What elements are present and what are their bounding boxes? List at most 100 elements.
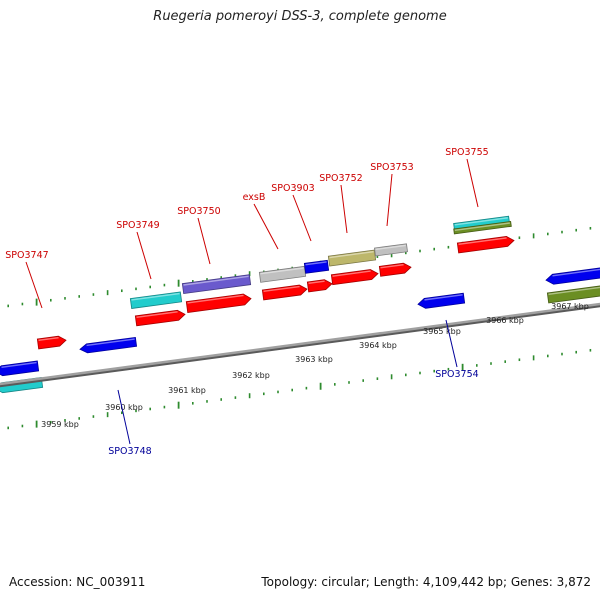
- feature-edge: [129, 291, 183, 309]
- kbp-label: 3964 kbp: [359, 341, 397, 350]
- feature-edge: [134, 309, 186, 327]
- feature-edge: [545, 266, 600, 285]
- gene-label: SPO3755: [445, 147, 488, 158]
- gene-leader-line: [466, 158, 479, 208]
- feature-highlight: [183, 275, 249, 286]
- feature-highlight: [263, 285, 300, 293]
- gene-label: SPO3903: [271, 183, 314, 194]
- backbone-shadow: [0, 304, 600, 388]
- gene-labels: SPO3747 SPO3748 SPO3749 SPO3750 exsB SPO3903 S…: [5, 147, 488, 457]
- cds-arrow: [417, 292, 466, 309]
- gene-leader-line: [445, 319, 458, 368]
- cds-arrow: [545, 266, 600, 285]
- feature-highlight: [380, 263, 404, 269]
- kbp-labels: 3959 kbp 3960 kbp 3961 kbp 3962 kbp 3963 kbp…: [41, 302, 589, 429]
- accession-text: Accession: NC_003911: [9, 575, 146, 589]
- cds-arrow: [456, 236, 515, 254]
- feature-highlight: [424, 294, 463, 301]
- feature-body: [262, 285, 308, 300]
- feature-highlight: [329, 250, 374, 259]
- gene-leader-line: [25, 261, 43, 309]
- feature-block: [129, 291, 183, 309]
- kbp-label: 3962 kbp: [232, 371, 270, 380]
- feature-block: [327, 249, 377, 267]
- feature-edge: [0, 360, 40, 377]
- cds-arrow: [185, 293, 252, 313]
- kbp-label: 3965 kbp: [423, 327, 461, 336]
- feature-block: [258, 265, 307, 283]
- feature-edge: [327, 249, 377, 267]
- gene-label: exsB: [243, 192, 266, 203]
- feature-body: [328, 250, 376, 267]
- upper-tick-track: [7, 226, 592, 308]
- lower-tick-track: [7, 348, 592, 430]
- feature-body: [457, 236, 515, 253]
- feature-body: [307, 279, 332, 292]
- feature-highlight: [454, 217, 508, 226]
- feature-highlight: [1, 361, 37, 368]
- feature-body: [135, 310, 185, 326]
- feature-edge: [303, 259, 330, 274]
- feature-edge: [417, 292, 466, 309]
- feature-highlight: [332, 270, 371, 277]
- gene-leader-line: [292, 194, 312, 242]
- feature-edge: [306, 279, 333, 293]
- kbp-label: 3960 kbp: [105, 403, 143, 412]
- feature-highlight: [552, 268, 600, 277]
- feature-block: [546, 284, 600, 304]
- kbp-label: 3966 kbp: [486, 316, 524, 325]
- feature-highlight: [375, 244, 406, 251]
- feature-highlight: [308, 280, 325, 285]
- feature-body: [182, 274, 251, 294]
- gene-leader-line: [386, 173, 393, 227]
- feature-highlight: [454, 222, 510, 232]
- gene-label: SPO3748: [108, 446, 151, 457]
- cds-arrow: [330, 269, 379, 286]
- feature-edge: [258, 265, 307, 283]
- gene-leader-line: [253, 203, 279, 250]
- gene-leader-line: [197, 217, 211, 265]
- gene-leader-line: [117, 389, 131, 445]
- gene-label: SPO3749: [116, 220, 159, 231]
- cds-arrow: [0, 360, 40, 377]
- feature-highlight: [305, 261, 327, 266]
- cds-arrow: [261, 284, 308, 301]
- gene-label: SPO3747: [5, 250, 48, 261]
- backbone: [0, 302, 600, 388]
- cds-arrow: [36, 335, 67, 350]
- feature-edge: [330, 269, 379, 286]
- gene-label: SPO3750: [177, 206, 220, 217]
- feature-block: [374, 243, 408, 257]
- feature-body: [130, 291, 182, 309]
- gene-leader-line: [136, 231, 152, 280]
- feature-highlight: [131, 292, 180, 301]
- feature-body: [186, 294, 252, 313]
- kbp-label: 3961 kbp: [168, 386, 206, 395]
- feature-highlight: [458, 237, 507, 246]
- feature-highlight: [187, 294, 244, 304]
- feature-edge: [453, 220, 512, 235]
- gene-label: SPO3753: [370, 162, 413, 173]
- feature-highlight: [136, 311, 178, 318]
- cds-arrow: [378, 262, 412, 277]
- gene-label: SPO3752: [319, 173, 362, 184]
- feature-edge: [546, 284, 600, 304]
- feature-edge: [185, 293, 252, 313]
- kbp-label: 3963 kbp: [295, 355, 333, 364]
- feature-edge: [374, 243, 408, 257]
- feature-highlight: [260, 267, 304, 275]
- gene-leader-line: [340, 184, 348, 234]
- feature-block: [181, 274, 252, 295]
- feature-track: [0, 215, 600, 394]
- cds-arrow: [79, 336, 138, 354]
- feature-edge: [456, 236, 515, 254]
- feature-body: [547, 285, 600, 303]
- feature-block: [453, 220, 512, 235]
- feature-body: [259, 266, 306, 283]
- feature-body: [331, 269, 379, 285]
- feature-edge: [79, 336, 138, 354]
- feature-edge: [181, 274, 252, 295]
- feature-highlight: [548, 286, 600, 296]
- kbp-label: 3967 kbp: [551, 302, 589, 311]
